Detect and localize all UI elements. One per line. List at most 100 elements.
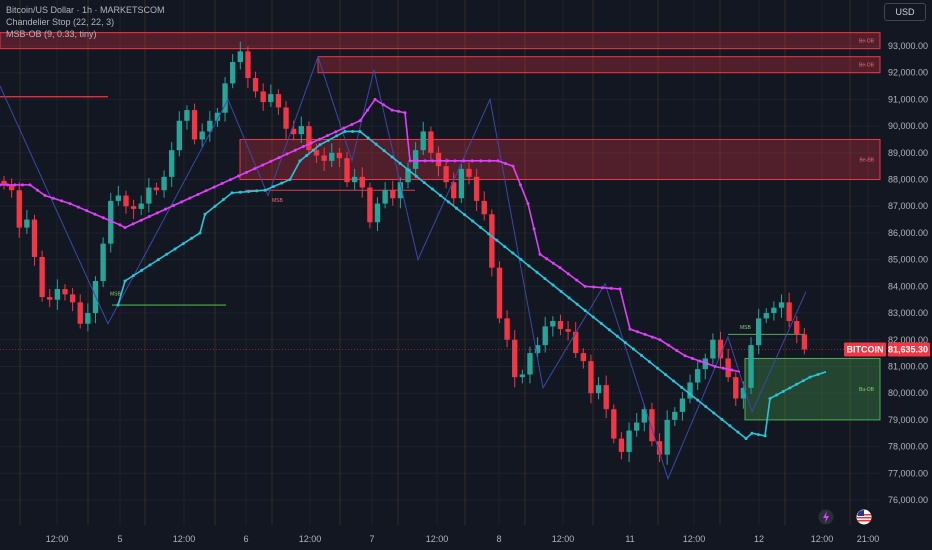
chandelier-down-dot — [609, 286, 613, 290]
candle-body — [207, 120, 213, 132]
zigzag-polyline — [0, 55, 807, 481]
time-tick-label: 12:00 — [299, 534, 322, 544]
chandelier-up-dot — [788, 386, 792, 390]
chandelier-down-dot — [358, 119, 362, 123]
chandelier-up-dot — [750, 431, 754, 435]
candle-body — [367, 187, 373, 223]
chandelier-up-dot — [656, 366, 660, 370]
chandelier-up-dot — [712, 411, 716, 415]
indicator-msb-label[interactable]: MSB-OB (9, 0.33, tiny) — [6, 29, 97, 39]
candle-body — [336, 152, 343, 159]
chandelier-up-dot — [801, 379, 805, 383]
chandelier-up-dot — [247, 190, 250, 194]
chandelier-down-dot — [545, 257, 549, 261]
chandelier-down-dot — [453, 159, 457, 163]
candle-body — [740, 387, 747, 399]
price-tick-label: 88,000.00 — [888, 175, 928, 185]
chandelier-up-dot — [335, 134, 339, 138]
bull-order-block — [744, 357, 881, 421]
indicator-chandelier-label[interactable]: Chandelier Stop (22, 22, 3) — [6, 17, 115, 27]
chandelier-down-dot — [636, 330, 639, 334]
candle-body — [786, 302, 792, 322]
chandelier-up-dot — [156, 258, 160, 262]
us-flag-icon[interactable] — [856, 509, 872, 525]
chandelier-up-dot — [696, 398, 700, 402]
chandelier-up-dot — [123, 279, 127, 283]
chandelier-down-dot — [51, 196, 55, 200]
chandelier-up-dot — [222, 198, 225, 202]
chandelier-down-dot — [155, 211, 159, 215]
chandelier-up-dot — [607, 328, 611, 332]
chandelier-down-dot — [487, 159, 491, 163]
chandelier-up-dot — [190, 236, 194, 240]
chandelier-up-dot — [757, 433, 760, 437]
price-tick-label: 93,000.00 — [888, 41, 928, 51]
chandelier-up-dot — [551, 283, 555, 287]
chandelier-down-dot — [558, 266, 562, 270]
chandelier-down-dot — [110, 219, 114, 223]
candle-body — [351, 176, 358, 183]
candle-body — [321, 155, 327, 161]
chandelier-down-dot — [683, 354, 687, 358]
chandelier-down-dot — [416, 159, 419, 163]
chandelier-down-dot — [691, 356, 694, 360]
chandelier-down-dot — [551, 261, 555, 265]
chandelier-down-dot — [76, 205, 80, 209]
msb-label: MSB — [110, 292, 122, 298]
chandelier-down-dot — [366, 108, 369, 112]
chandelier-up-dot — [795, 382, 799, 386]
candle-body — [85, 313, 91, 324]
chandelier-up-dot — [503, 245, 507, 249]
chandelier-up-dot — [446, 200, 450, 204]
chandelier-down-dot — [423, 159, 427, 163]
candle-body — [527, 353, 533, 375]
price-tick-label: 86,000.00 — [888, 228, 928, 238]
chandelier-up-dot — [326, 138, 330, 142]
candle-body — [245, 51, 251, 79]
candle-body — [54, 289, 61, 300]
candle-body — [466, 168, 472, 177]
chandelier-up-dot — [688, 392, 692, 396]
chandelier-down-dot — [479, 159, 483, 163]
candle-body — [420, 131, 426, 151]
time-tick-label: 6 — [243, 534, 248, 544]
candle-body — [664, 419, 670, 455]
chandelier-down-dot — [228, 178, 232, 182]
chandelier-up-dot — [768, 397, 772, 401]
lightning-icon[interactable] — [818, 509, 834, 525]
chandelier-down-dot — [651, 335, 654, 339]
chandelier-down-dot — [285, 152, 289, 156]
candle-body — [458, 168, 465, 199]
chandelier-down-dot — [28, 183, 32, 187]
candle-body — [1, 180, 7, 185]
time-tick-label: 12:00 — [46, 534, 69, 544]
time-tick-label: 12 — [754, 534, 764, 544]
candle-body — [397, 182, 404, 199]
chandelier-up-dot — [615, 334, 619, 338]
chandelier-down-dot — [123, 226, 127, 230]
candle-body — [641, 409, 647, 423]
chandelier-down-dot — [350, 122, 354, 126]
chandelier-down-dot — [43, 194, 47, 198]
candle-body — [550, 321, 556, 327]
chandelier-up-dot — [583, 309, 587, 313]
candle-body — [130, 206, 137, 209]
candle-body — [153, 187, 160, 191]
currency-button[interactable]: USD — [884, 3, 926, 21]
price-tick-label: 78,000.00 — [888, 442, 928, 452]
chandelier-down-dot — [60, 199, 64, 203]
candle-body — [573, 331, 579, 354]
chandelier-up-dot — [543, 277, 547, 281]
chandelier-down-dot — [566, 272, 570, 276]
chandelier-down-dot — [408, 159, 412, 163]
chandelier-up-dot — [672, 379, 676, 383]
candle-body — [31, 219, 38, 257]
candle-body — [634, 422, 640, 431]
candle-body — [755, 318, 762, 346]
chandelier-up-dot — [255, 189, 259, 193]
candle-body — [24, 219, 30, 228]
chandelier-up-dot — [763, 434, 767, 438]
msb-label: MSB — [740, 325, 752, 331]
candle-body — [39, 256, 45, 298]
